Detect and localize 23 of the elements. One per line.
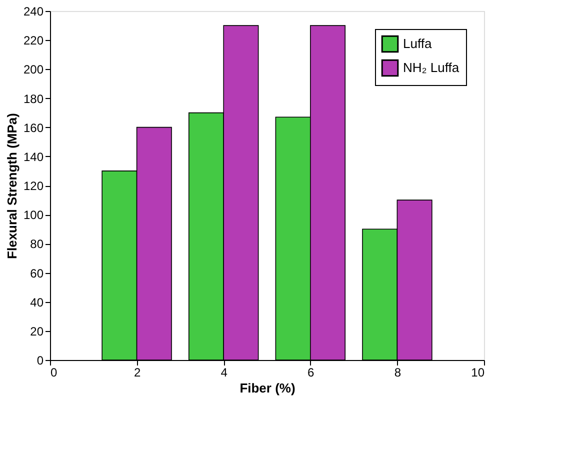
legend-label: Luffa bbox=[403, 36, 432, 51]
y-tick-label: 80 bbox=[30, 237, 44, 252]
x-tick-label: 10 bbox=[471, 366, 485, 380]
y-tick-label: 160 bbox=[23, 120, 44, 135]
legend-label: NH₂ Luffa bbox=[403, 60, 460, 75]
y-tick-label: 240 bbox=[23, 4, 44, 18]
x-tick-label: 0 bbox=[50, 366, 58, 380]
y-tick-label: 180 bbox=[23, 92, 44, 106]
y-tick-label: 40 bbox=[30, 295, 44, 310]
x-tick-label: 6 bbox=[308, 366, 315, 380]
y-tick-label: 20 bbox=[30, 324, 44, 338]
y-tick-label: 220 bbox=[23, 34, 44, 48]
x-tick-label: 8 bbox=[394, 366, 402, 380]
x-tick-label: 4 bbox=[220, 366, 228, 380]
y-axis-title: Flexural Strength (MPa) bbox=[4, 113, 20, 259]
y-tick-label: 0 bbox=[36, 354, 44, 368]
x-axis-title: Fiber (%) bbox=[240, 380, 296, 396]
y-tick-label: 100 bbox=[23, 208, 44, 222]
y-tick-label: 200 bbox=[23, 62, 44, 77]
y-tick-label: 120 bbox=[23, 179, 44, 193]
y-tick-label: 60 bbox=[30, 266, 44, 280]
y-tick-label: 140 bbox=[23, 150, 44, 164]
x-tick-label: 2 bbox=[134, 366, 141, 380]
